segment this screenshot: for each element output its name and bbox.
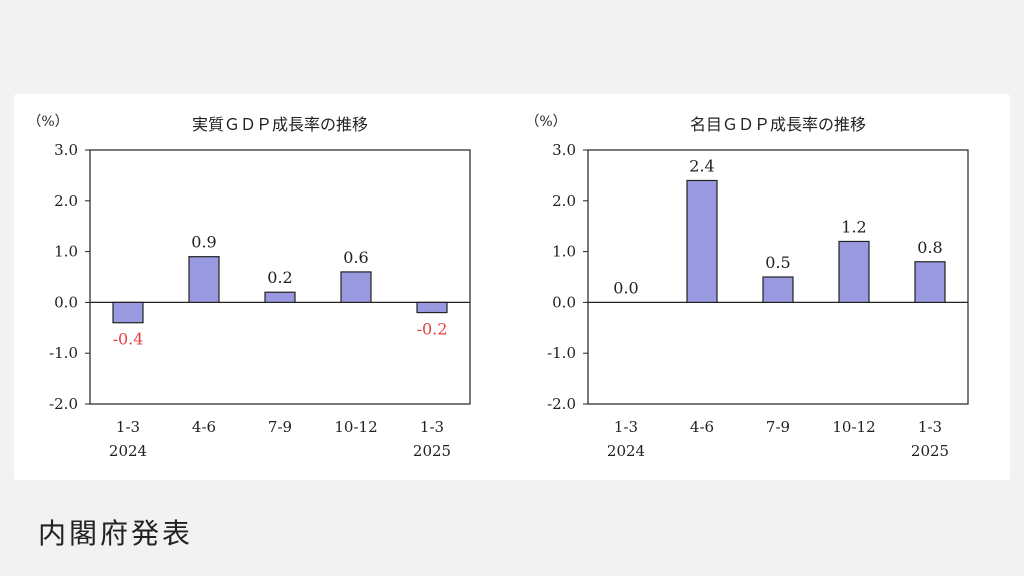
real-gdp-year-label-0: 2024 xyxy=(109,442,147,460)
real-gdp-plot-frame xyxy=(89,149,471,405)
nominal-gdp-bar-3 xyxy=(838,240,870,304)
real-gdp-chart: 実質ＧＤＰ成長率の推移 （%） 3.0 2.0 1.0 0.0 -1.0 -2.0 -0.4 1-… xyxy=(14,94,512,480)
nominal-gdp-xtick-label-2: 7-9 xyxy=(766,418,790,436)
real-gdp-ytick-label-3: 0.0 xyxy=(54,293,78,311)
real-gdp-unit-label: （%） xyxy=(27,114,68,130)
nominal-gdp-chart: 名目ＧＤＰ成長率の推移 （%） 3.0 2.0 1.0 0.0 -1.0 -2.0 0.0 1-3… xyxy=(512,94,1010,480)
nominal-gdp-value-label-3: 1.2 xyxy=(841,217,866,236)
real-gdp-value-label-2: 0.2 xyxy=(267,268,292,287)
nominal-gdp-xtick-label-4: 1-3 xyxy=(918,418,942,436)
source-note: 内閣府発表 xyxy=(38,517,194,550)
nominal-gdp-ytick-label-0: 3.0 xyxy=(552,141,576,159)
real-gdp-ytick-label-1: 2.0 xyxy=(54,192,78,210)
real-gdp-value-label-4: -0.2 xyxy=(417,320,448,339)
real-gdp-bar-3 xyxy=(340,271,372,303)
real-gdp-bar-1 xyxy=(188,256,220,303)
nominal-gdp-ytick-label-2: 1.0 xyxy=(552,243,576,261)
nominal-gdp-xtick-label-1: 4-6 xyxy=(690,418,714,436)
real-gdp-xtick-label-1: 4-6 xyxy=(192,418,216,436)
real-gdp-bar-0 xyxy=(112,301,144,324)
real-gdp-year-label-4: 2025 xyxy=(413,442,451,460)
real-gdp-value-label-1: 0.9 xyxy=(191,233,216,252)
real-gdp-xtick-label-0: 1-3 xyxy=(116,418,140,436)
nominal-gdp-value-label-2: 0.5 xyxy=(765,253,790,272)
nominal-gdp-year-label-4: 2025 xyxy=(911,442,949,460)
nominal-gdp-title: 名目ＧＤＰ成長率の推移 xyxy=(690,115,866,134)
nominal-gdp-ytick-label-4: -1.0 xyxy=(547,344,576,362)
charts-panel: 実質ＧＤＰ成長率の推移 （%） 3.0 2.0 1.0 0.0 -1.0 -2.0 -0.4 1-… xyxy=(14,94,1010,480)
real-gdp-chart-svg: 実質ＧＤＰ成長率の推移 （%） 3.0 2.0 1.0 0.0 -1.0 -2.0 -0.4 1-… xyxy=(27,114,471,460)
nominal-gdp-year-label-0: 2024 xyxy=(607,442,645,460)
real-gdp-xtick-label-3: 10-12 xyxy=(334,418,377,436)
nominal-gdp-value-label-4: 0.8 xyxy=(917,238,942,257)
real-gdp-ytick-label-5: -2.0 xyxy=(49,395,78,413)
real-gdp-xtick-label-2: 7-9 xyxy=(268,418,292,436)
nominal-gdp-ytick-label-5: -2.0 xyxy=(547,395,576,413)
real-gdp-ytick-label-4: -1.0 xyxy=(49,344,78,362)
nominal-gdp-bar-2 xyxy=(762,276,794,303)
real-gdp-bar-4 xyxy=(416,301,448,314)
nominal-gdp-ytick-label-3: 0.0 xyxy=(552,293,576,311)
nominal-gdp-bar-4 xyxy=(914,261,946,303)
real-gdp-title: 実質ＧＤＰ成長率の推移 xyxy=(192,115,368,134)
real-gdp-bar-2 xyxy=(264,291,296,304)
nominal-gdp-plot-frame xyxy=(587,149,969,405)
nominal-gdp-value-label-1: 2.4 xyxy=(689,156,714,175)
nominal-gdp-value-label-0: 0.0 xyxy=(613,278,638,297)
nominal-gdp-ytick-label-1: 2.0 xyxy=(552,192,576,210)
nominal-gdp-xtick-label-3: 10-12 xyxy=(832,418,875,436)
real-gdp-xtick-label-4: 1-3 xyxy=(420,418,444,436)
real-gdp-ytick-label-2: 1.0 xyxy=(54,243,78,261)
nominal-gdp-xtick-label-0: 1-3 xyxy=(614,418,638,436)
nominal-gdp-unit-label: （%） xyxy=(525,114,566,130)
nominal-gdp-bar-1 xyxy=(686,179,718,304)
real-gdp-value-label-0: -0.4 xyxy=(113,330,144,349)
real-gdp-ytick-label-0: 3.0 xyxy=(54,141,78,159)
real-gdp-value-label-3: 0.6 xyxy=(343,248,368,267)
nominal-gdp-chart-svg: 名目ＧＤＰ成長率の推移 （%） 3.0 2.0 1.0 0.0 -1.0 -2.0 0.0 1-3… xyxy=(525,114,969,460)
